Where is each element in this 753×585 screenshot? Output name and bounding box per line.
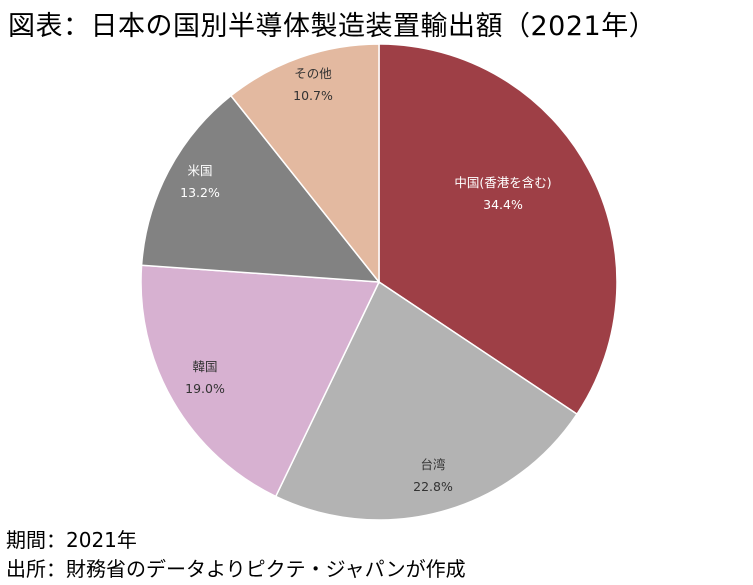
slice-name: その他 (294, 66, 332, 81)
slice-value: 19.0% (185, 381, 225, 396)
period-note: 期間：2021年 (6, 528, 137, 552)
slice-label-1: 台湾 22.8% (413, 454, 453, 498)
slice-name: 米国 (187, 163, 213, 178)
slice-label-0: 中国(香港を含む) 34.4% (454, 172, 551, 216)
slice-value: 10.7% (293, 88, 333, 103)
slice-value: 22.8% (413, 479, 453, 494)
chart-title: 図表：日本の国別半導体製造装置輸出額（2021年） (8, 11, 657, 42)
slice-name: 韓国 (192, 359, 218, 374)
slice-name: 中国(香港を含む) (454, 175, 552, 190)
slice-label-4: その他 10.7% (293, 63, 333, 107)
pie-slice-4 (229, 43, 380, 285)
pie-slice-3 (140, 94, 381, 283)
slice-name: 台湾 (420, 457, 446, 472)
slice-label-3: 米国 13.2% (180, 160, 220, 204)
slice-value: 34.4% (483, 197, 523, 212)
slice-value: 13.2% (180, 185, 220, 200)
pie-slice-2 (140, 264, 381, 498)
slice-label-2: 韓国 19.0% (185, 356, 225, 400)
source-note: 出所：財務省のデータよりピクテ・ジャパンが作成 (6, 557, 466, 581)
